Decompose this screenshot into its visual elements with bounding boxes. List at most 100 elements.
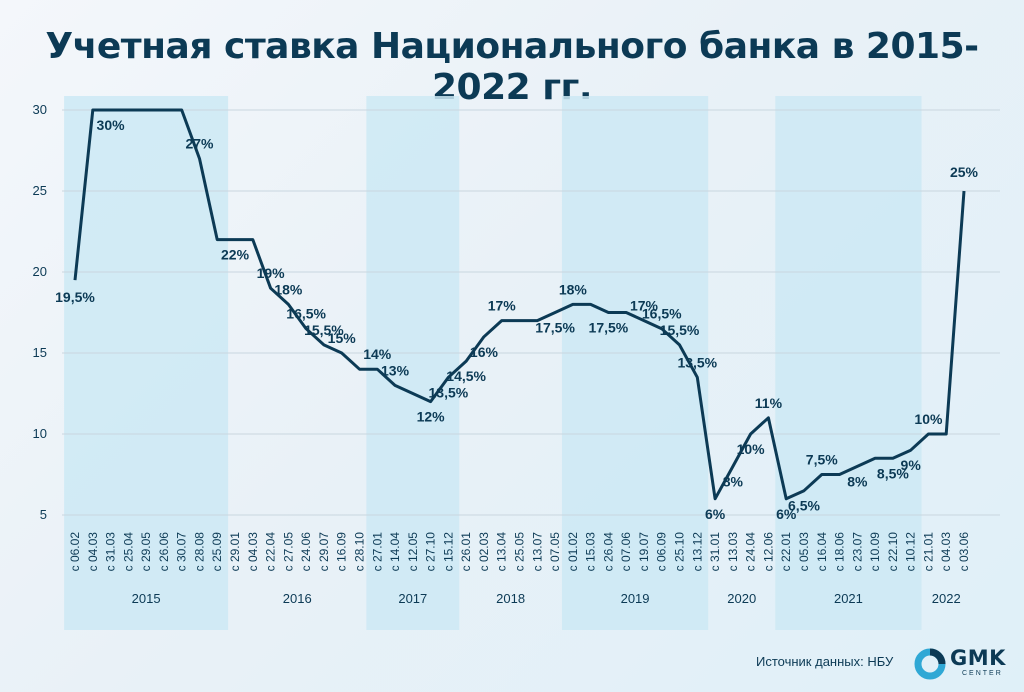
year-label: 2020 bbox=[727, 591, 756, 606]
x-tick-label: с 24.06 bbox=[299, 532, 313, 572]
logo-subtitle: CENTER bbox=[962, 670, 1003, 677]
x-axis-ticks: с 06.02 с 04.03 с 31.03 с 25.04 с 29.05 с 26.… bbox=[68, 532, 971, 572]
y-tick-label: 25 bbox=[33, 183, 47, 198]
x-tick-label: с 25.10 bbox=[673, 532, 687, 572]
data-label: 13,5% bbox=[429, 384, 469, 400]
data-label: 17,5% bbox=[535, 320, 575, 336]
year-band-2019 bbox=[561, 96, 709, 630]
x-tick-label: с 21.01 bbox=[921, 532, 935, 572]
logo-wordmark: GMK bbox=[950, 646, 1006, 670]
x-tick-label: с 27.05 bbox=[281, 532, 295, 572]
x-tick-label: с 07.06 bbox=[619, 532, 633, 572]
data-label: 30% bbox=[97, 117, 126, 133]
year-labels: 2015 2016 2017 2018 2019 2020 2021 2022 bbox=[132, 591, 961, 606]
year-bands bbox=[64, 96, 922, 630]
x-tick-label: с 31.01 bbox=[708, 532, 722, 572]
x-tick-label: с 22.10 bbox=[886, 532, 900, 572]
data-label: 15% bbox=[328, 330, 357, 346]
data-label: 10% bbox=[737, 441, 766, 457]
x-tick-label: с 23.07 bbox=[850, 532, 864, 572]
y-tick-label: 30 bbox=[33, 102, 47, 117]
y-tick-label: 5 bbox=[40, 507, 47, 522]
data-label: 15,5% bbox=[304, 322, 344, 338]
data-labels: 19,5%30%27%22%19%18%16,5%15,5%15%14%13%1… bbox=[55, 117, 978, 522]
x-tick-label: с 22.01 bbox=[779, 532, 793, 572]
year-label: 2022 bbox=[932, 591, 961, 606]
data-label: 8,5% bbox=[877, 465, 909, 481]
x-tick-label: с 12.05 bbox=[406, 532, 420, 572]
y-tick-label: 20 bbox=[33, 264, 47, 279]
data-label: 25% bbox=[950, 164, 979, 180]
x-tick-label: с 22.04 bbox=[264, 532, 278, 572]
year-label: 2016 bbox=[283, 591, 312, 606]
data-label: 17,5% bbox=[589, 320, 629, 336]
year-band-2017 bbox=[366, 96, 460, 630]
data-label: 18% bbox=[274, 281, 303, 297]
x-tick-label: с 12.06 bbox=[761, 532, 775, 572]
x-tick-label: с 03.06 bbox=[957, 532, 971, 572]
data-label: 11% bbox=[755, 395, 783, 411]
x-tick-label: с 04.03 bbox=[246, 532, 260, 572]
data-label: 6% bbox=[705, 506, 726, 522]
data-label: 16,5% bbox=[286, 306, 326, 322]
x-tick-label: с 25.05 bbox=[513, 532, 527, 572]
data-label: 16% bbox=[470, 344, 499, 360]
x-tick-label: с 05.03 bbox=[797, 532, 811, 572]
x-tick-label: с 13.04 bbox=[495, 532, 509, 572]
data-label: 7,5% bbox=[806, 452, 838, 468]
x-tick-label: с 18.06 bbox=[833, 532, 847, 572]
year-label: 2018 bbox=[496, 591, 525, 606]
data-label: 17% bbox=[488, 298, 517, 314]
x-tick-label: с 13.07 bbox=[530, 532, 544, 572]
x-tick-label: с 10.09 bbox=[868, 532, 882, 572]
gmk-logo: GMK CENTER bbox=[912, 645, 1012, 681]
data-label: 18% bbox=[559, 281, 588, 297]
data-label: 6,5% bbox=[788, 498, 820, 514]
x-tick-label: с 16.09 bbox=[335, 532, 349, 572]
y-axis-ticks: 5 10 15 20 25 30 bbox=[33, 102, 47, 522]
x-tick-label: с 27.01 bbox=[370, 532, 384, 572]
data-label: 19% bbox=[257, 265, 286, 281]
x-tick-label: с 25.09 bbox=[210, 532, 224, 572]
x-tick-label: с 26.04 bbox=[601, 532, 615, 572]
data-label: 22% bbox=[221, 247, 250, 263]
x-tick-label: с 25.04 bbox=[121, 532, 135, 572]
data-label: 13,5% bbox=[677, 354, 717, 370]
chart-title: Учетная ставка Национального банка в 201… bbox=[45, 26, 979, 108]
x-tick-label: с 13.12 bbox=[690, 532, 704, 572]
data-label: 12% bbox=[417, 409, 446, 425]
x-tick-label: с 01.02 bbox=[566, 532, 580, 572]
data-label: 15,5% bbox=[660, 322, 700, 338]
data-label: 16,5% bbox=[642, 306, 682, 322]
x-tick-label: с 10.12 bbox=[904, 532, 918, 572]
y-tick-label: 10 bbox=[33, 426, 47, 441]
x-tick-label: с 30.07 bbox=[175, 532, 189, 572]
x-tick-label: с 04.03 bbox=[86, 532, 100, 572]
data-label: 13% bbox=[381, 362, 410, 378]
data-label: 8% bbox=[723, 473, 744, 489]
x-tick-label: с 15.12 bbox=[441, 532, 455, 572]
x-tick-label: с 29.05 bbox=[139, 532, 153, 572]
source-note: Источник данных: НБУ bbox=[756, 654, 894, 669]
year-band-2015 bbox=[64, 96, 229, 630]
x-tick-label: с 02.03 bbox=[477, 532, 491, 572]
y-tick-label: 15 bbox=[33, 345, 47, 360]
x-tick-label: с 24.04 bbox=[744, 532, 758, 572]
gmk-logo-icon bbox=[914, 648, 946, 680]
data-label: 9% bbox=[901, 457, 922, 473]
year-label: 2017 bbox=[398, 591, 427, 606]
x-tick-label: с 26.01 bbox=[459, 532, 473, 572]
x-tick-label: с 13.03 bbox=[726, 532, 740, 572]
data-label: 8% bbox=[847, 473, 868, 489]
data-label: 19,5% bbox=[55, 289, 95, 305]
year-label: 2015 bbox=[132, 591, 161, 606]
year-label: 2021 bbox=[834, 591, 863, 606]
gridlines bbox=[62, 109, 1000, 516]
data-label: 27% bbox=[185, 136, 214, 152]
x-tick-label: с 27.10 bbox=[424, 532, 438, 572]
x-tick-label: с 15.03 bbox=[584, 532, 598, 572]
data-label: 10% bbox=[914, 411, 943, 427]
x-tick-label: с 06.09 bbox=[655, 532, 669, 572]
year-label: 2019 bbox=[621, 591, 650, 606]
